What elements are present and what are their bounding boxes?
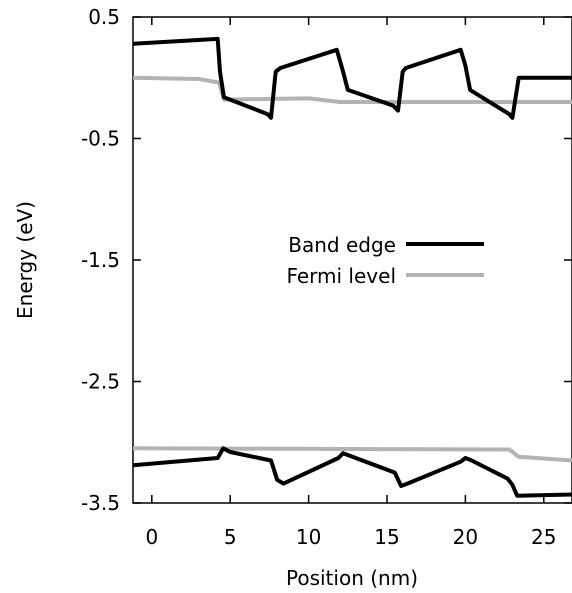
x-tick-label: 20 [453, 525, 478, 549]
series-lines [132, 36, 572, 498]
x-axis-ticks: 0 5 10 15 20 25 [145, 17, 557, 549]
x-tick-label: 10 [296, 525, 321, 549]
y-axis-label: Energy (eV) [13, 201, 37, 319]
legend-label-fermi-level: Fermi level [286, 264, 396, 288]
y-tick-label: -1.5 [81, 248, 120, 272]
y-tick-label: 0.5 [88, 5, 120, 29]
legend: Band edge Fermi level [286, 233, 484, 288]
y-tick-label: -3.5 [81, 491, 120, 515]
y-tick-label: -0.5 [81, 127, 120, 151]
series-line-band-edge-upper [132, 36, 572, 120]
x-tick-label: 15 [374, 525, 399, 549]
y-tick-label: -2.5 [81, 370, 120, 394]
series-line-band-edge-lower [132, 446, 572, 498]
y-axis-ticks: 0.5 -0.5 -1.5 -2.5 -3.5 [81, 5, 572, 515]
x-tick-label: 5 [224, 525, 237, 549]
legend-label-band-edge: Band edge [288, 233, 396, 257]
x-tick-label: 25 [531, 525, 556, 549]
series-line-fermi-level-upper [132, 75, 572, 104]
series-line-fermi-level-lower [132, 446, 572, 463]
x-tick-label: 0 [145, 525, 158, 549]
x-axis-label: Position (nm) [286, 566, 418, 590]
